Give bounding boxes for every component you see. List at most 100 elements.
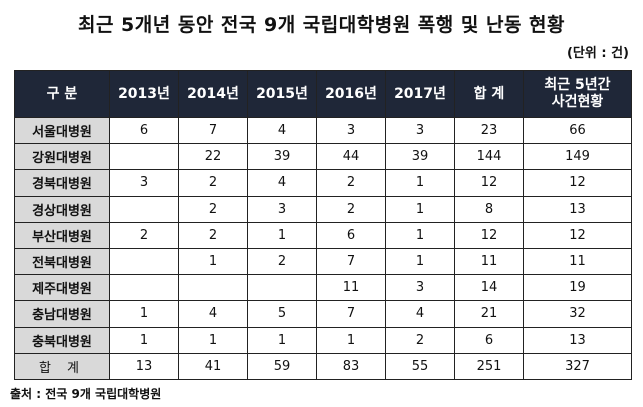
table-cell: 4	[385, 300, 455, 328]
table-cell: 12	[523, 221, 632, 249]
table-cell: 6	[454, 326, 524, 354]
unit-label: (단위 : 건)	[566, 46, 629, 61]
table-cell	[109, 195, 179, 223]
table-cell: 11	[316, 274, 386, 302]
row-label: 경북대병원	[14, 169, 110, 197]
header-2013: 2013년	[109, 70, 179, 118]
table-row: 강원대병원 22 39 44 39 144 149	[14, 143, 632, 171]
table-row: 서울대병원 6 7 4 3 3 23 66	[14, 116, 632, 145]
table-cell: 83	[316, 352, 386, 380]
table-cell: 1	[178, 247, 248, 276]
row-label: 전북대병원	[14, 247, 110, 276]
table-cell: 4	[178, 300, 248, 328]
table-row: 제주대병원 11 3 14 19	[14, 274, 632, 302]
header-2017: 2017년	[385, 70, 455, 118]
table-cell: 7	[316, 300, 386, 328]
table-cell: 1	[385, 221, 455, 249]
table-cell: 23	[454, 116, 524, 145]
table-cell: 5	[247, 300, 317, 328]
table-cell: 14	[454, 274, 524, 302]
table-cell: 1	[385, 169, 455, 197]
table-cell: 13	[523, 326, 632, 354]
table-cell: 327	[523, 352, 632, 380]
table-cell: 1	[109, 300, 179, 328]
table-cell: 2	[178, 195, 248, 223]
row-label: 충남대병원	[14, 300, 110, 328]
table-cell: 6	[109, 116, 179, 145]
table-cell: 7	[316, 247, 386, 276]
table-cell: 3	[385, 116, 455, 145]
row-label: 부산대병원	[14, 221, 110, 249]
table-cell: 7	[178, 116, 248, 145]
table-row: 전북대병원 1 2 7 1 11 11	[14, 247, 632, 276]
table-cell: 39	[247, 143, 317, 171]
table-cell: 1	[178, 326, 248, 354]
table-cell: 8	[454, 195, 524, 223]
table-cell	[178, 274, 248, 302]
table-row: 부산대병원 2 2 1 6 1 12 12	[14, 221, 632, 249]
table-cell: 1	[316, 326, 386, 354]
table-cell: 55	[385, 352, 455, 380]
table-cell: 2	[247, 247, 317, 276]
table-cell: 3	[109, 169, 179, 197]
header-sum: 합 계	[454, 70, 524, 118]
table-row: 충남대병원 1 4 5 7 4 21 32	[14, 300, 632, 328]
table-cell: 59	[247, 352, 317, 380]
header-recent-5yr: 최근 5년간 사건현황	[523, 70, 632, 118]
table-cell: 4	[247, 169, 317, 197]
table-cell: 22	[178, 143, 248, 171]
header-2016: 2016년	[316, 70, 386, 118]
table-cell: 144	[454, 143, 524, 171]
table-cell: 1	[109, 326, 179, 354]
table-cell: 6	[316, 221, 386, 249]
table-cell: 3	[316, 116, 386, 145]
row-label: 경상대병원	[14, 195, 110, 223]
header-2014: 2014년	[178, 70, 248, 118]
header-2015: 2015년	[247, 70, 317, 118]
row-label: 합 계	[14, 352, 110, 380]
table-cell	[247, 274, 317, 302]
table-cell: 11	[454, 247, 524, 276]
incident-table: 구 분 2013년 2014년 2015년 2016년 2017년 합 계 최근…	[14, 70, 632, 380]
table-header-row: 구 분 2013년 2014년 2015년 2016년 2017년 합 계 최근…	[14, 70, 632, 118]
table-cell: 3	[385, 274, 455, 302]
table-cell: 21	[454, 300, 524, 328]
row-label: 제주대병원	[14, 274, 110, 302]
table-row: 경북대병원 3 2 4 2 1 12 12	[14, 169, 632, 197]
table-cell: 66	[523, 116, 632, 145]
table-cell: 2	[316, 195, 386, 223]
table-cell: 2	[178, 221, 248, 249]
table-cell: 2	[109, 221, 179, 249]
table-total-row: 합 계 13 41 59 83 55 251 327	[14, 352, 632, 380]
table-cell: 12	[523, 169, 632, 197]
row-label: 서울대병원	[14, 116, 110, 145]
table-cell: 4	[247, 116, 317, 145]
table-cell: 32	[523, 300, 632, 328]
table-cell: 1	[247, 326, 317, 354]
table-cell: 1	[247, 221, 317, 249]
table-cell: 19	[523, 274, 632, 302]
table-cell	[109, 274, 179, 302]
table-row: 충북대병원 1 1 1 1 2 6 13	[14, 326, 632, 354]
table-cell: 44	[316, 143, 386, 171]
table-cell: 12	[454, 169, 524, 197]
table-cell: 41	[178, 352, 248, 380]
table-row: 경상대병원 2 3 2 1 8 13	[14, 195, 632, 223]
table-cell	[109, 143, 179, 171]
table-cell: 2	[178, 169, 248, 197]
table-cell: 2	[316, 169, 386, 197]
row-label: 충북대병원	[14, 326, 110, 354]
table-cell: 13	[109, 352, 179, 380]
table-cell: 1	[385, 195, 455, 223]
table-cell: 12	[454, 221, 524, 249]
table-cell: 149	[523, 143, 632, 171]
table-cell: 3	[247, 195, 317, 223]
row-label: 강원대병원	[14, 143, 110, 171]
table-cell: 13	[523, 195, 632, 223]
source-note: 출처 : 전국 9개 국립대학병원	[10, 387, 162, 401]
header-category: 구 분	[14, 70, 110, 118]
table-cell: 39	[385, 143, 455, 171]
table-cell	[109, 247, 179, 276]
table-cell: 11	[523, 247, 632, 276]
table-cell: 2	[385, 326, 455, 354]
